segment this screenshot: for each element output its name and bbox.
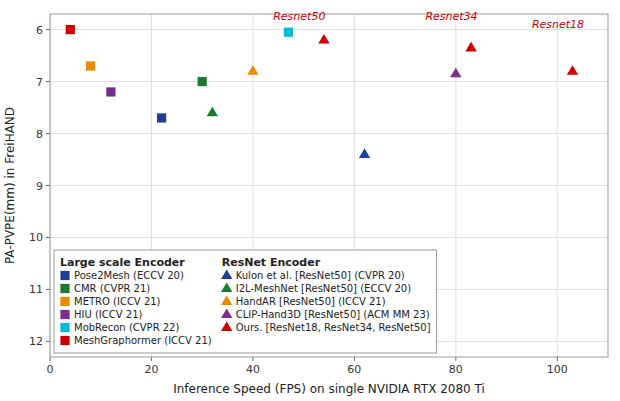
- y-tick: [46, 81, 50, 82]
- legend-marker: [60, 336, 69, 345]
- x-tick-label: 40: [246, 363, 260, 376]
- chart: 0 20 40 60 80 100 6 7 8 9 10 11 12 Inference Speed (F…: [0, 0, 620, 401]
- point: [66, 25, 75, 34]
- legend-label: CLIP-Hand3D [ResNet50] (ACM MM 23): [236, 309, 430, 320]
- annotation: Resnet50: [273, 10, 325, 23]
- y-tick: [46, 341, 50, 342]
- y-tick-label: 12: [29, 335, 43, 348]
- legend-marker: [221, 270, 232, 280]
- plot-background: [50, 14, 608, 357]
- legend-label: Ours. [ResNet18, ResNet34, ResNet50]: [236, 322, 431, 333]
- point: [450, 68, 461, 78]
- legend-marker: [60, 297, 69, 306]
- legend-marker: [60, 323, 69, 332]
- y-grid-line: [50, 29, 608, 30]
- legend-box: [54, 250, 437, 353]
- point: [247, 65, 258, 75]
- x-tick: [252, 357, 253, 361]
- legend-marker: [221, 309, 232, 319]
- x-tick: [354, 357, 355, 361]
- y-grid-line: [50, 133, 608, 134]
- legend-label: Kulon et al. [ResNet50] (CVPR 20): [236, 270, 405, 281]
- x-tick: [50, 357, 51, 361]
- point: [86, 61, 95, 70]
- point: [465, 42, 476, 52]
- x-tick-label: 20: [144, 363, 158, 376]
- point: [157, 113, 166, 122]
- x-tick-label: 100: [547, 363, 568, 376]
- legend-label: HIU (ICCV 21): [74, 309, 143, 320]
- legend-group-title: ResNet Encoder: [222, 256, 321, 269]
- y-grid-line: [50, 185, 608, 186]
- legend-marker: [60, 284, 69, 293]
- legend-label: CMR (CVPR 21): [74, 283, 150, 294]
- y-axis-label: PA-PVPE(mm) in FreiHAND: [3, 107, 17, 264]
- y-grid-line: [50, 81, 608, 82]
- point: [567, 65, 578, 75]
- x-tick-label: 60: [347, 363, 361, 376]
- legend-marker: [60, 271, 69, 280]
- y-tick-label: 9: [36, 180, 43, 193]
- plot-frame: [50, 14, 608, 357]
- y-tick: [46, 289, 50, 290]
- legend-label: MobRecon (CVPR 22): [74, 322, 179, 333]
- y-tick-label: 11: [29, 283, 43, 296]
- annotation: Resnet34: [425, 10, 477, 23]
- point: [359, 148, 370, 158]
- point: [284, 28, 293, 37]
- x-tick: [557, 357, 558, 361]
- x-tick: [151, 357, 152, 361]
- y-tick: [46, 29, 50, 30]
- point: [106, 87, 115, 96]
- point: [318, 34, 329, 44]
- y-tick-label: 8: [36, 128, 43, 141]
- y-tick: [46, 237, 50, 238]
- y-tick: [46, 133, 50, 134]
- legend-marker: [221, 283, 232, 293]
- legend-label: HandAR [ResNet50] (ICCV 21): [236, 296, 386, 307]
- legend-label: METRO (ICCV 21): [74, 296, 161, 307]
- x-tick-label: 80: [449, 363, 463, 376]
- annotation: Resnet18: [532, 18, 584, 31]
- legend-label: I2L-MeshNet [ResNet50] (ECCV 20): [236, 283, 411, 294]
- x-axis-label: Inference Speed (FPS) on single NVIDIA R…: [173, 382, 485, 396]
- legend-marker: [60, 310, 69, 319]
- legend-label: MeshGraphormer (ICCV 21): [74, 335, 212, 346]
- y-tick-label: 7: [36, 76, 43, 89]
- y-tick-label: 6: [36, 24, 43, 37]
- x-tick: [455, 357, 456, 361]
- legend-marker: [221, 296, 232, 306]
- legend-label: Pose2Mesh (ECCV 20): [74, 270, 184, 281]
- point: [198, 77, 207, 86]
- x-tick-label: 0: [47, 363, 54, 376]
- point: [207, 107, 218, 117]
- points: [66, 25, 579, 158]
- y-grid-line: [50, 237, 608, 238]
- y-tick: [46, 185, 50, 186]
- grid: [50, 14, 608, 357]
- legend-marker: [221, 322, 232, 332]
- y-tick-label: 10: [29, 231, 43, 244]
- legend-group-title: Large scale Encoder: [60, 256, 185, 269]
- legend: Large scale EncoderPose2Mesh (ECCV 20) CM…: [54, 250, 437, 353]
